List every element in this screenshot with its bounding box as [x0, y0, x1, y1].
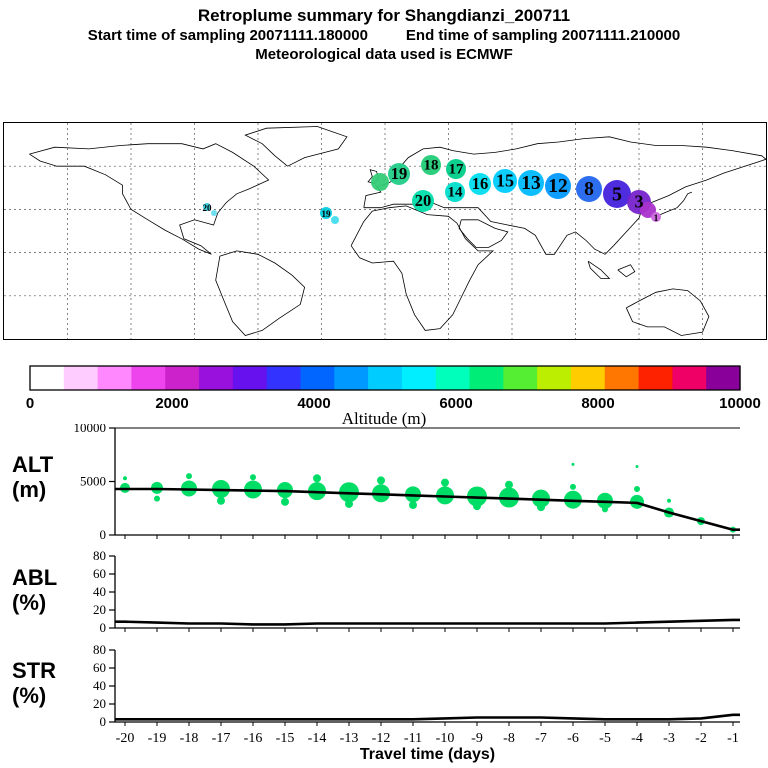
- svg-text:13: 13: [521, 173, 541, 194]
- abl-label-line1: ABL: [12, 565, 58, 590]
- svg-text:12: 12: [548, 176, 568, 197]
- svg-text:19: 19: [322, 209, 332, 219]
- svg-text:80: 80: [93, 548, 106, 563]
- svg-text:8: 8: [584, 179, 594, 200]
- met-data-label: Meteorological data used is ECMWF: [255, 46, 513, 63]
- svg-text:-20: -20: [116, 731, 135, 746]
- str-label-line1: STR: [12, 658, 56, 683]
- svg-text:-9: -9: [471, 731, 483, 746]
- svg-text:-12: -12: [372, 731, 391, 746]
- svg-text:2000: 2000: [155, 395, 188, 412]
- svg-text:-13: -13: [340, 731, 359, 746]
- svg-text:80: 80: [93, 642, 106, 657]
- svg-text:8000: 8000: [581, 395, 614, 412]
- str-panel-label: STR (%): [12, 658, 56, 708]
- str-label-line2: (%): [12, 683, 47, 708]
- svg-text:5000: 5000: [80, 474, 106, 489]
- svg-text:-10: -10: [436, 731, 455, 746]
- world-map-panel: 58 12 13 3 15 16 19 20 14 17 18 19 1 20: [3, 122, 767, 340]
- alt-label-line2: (m): [12, 477, 47, 502]
- abl-label-line2: (%): [12, 590, 47, 615]
- svg-text:20: 20: [415, 191, 432, 210]
- svg-text:20: 20: [93, 602, 106, 617]
- svg-text:60: 60: [93, 660, 106, 675]
- svg-text:4000: 4000: [297, 395, 330, 412]
- svg-text:60: 60: [93, 566, 106, 581]
- svg-text:-15: -15: [276, 731, 295, 746]
- svg-text:20: 20: [93, 696, 106, 711]
- svg-text:1: 1: [654, 213, 659, 223]
- svg-text:5: 5: [612, 183, 622, 205]
- svg-text:40: 40: [93, 678, 106, 693]
- svg-text:-6: -6: [567, 731, 579, 746]
- svg-text:-3: -3: [663, 731, 675, 746]
- svg-text:0: 0: [26, 395, 34, 412]
- svg-text:40: 40: [93, 584, 106, 599]
- svg-text:14: 14: [448, 185, 464, 201]
- svg-text:-19: -19: [148, 731, 167, 746]
- svg-text:-5: -5: [599, 731, 611, 746]
- alt-label-line1: ALT: [12, 452, 54, 477]
- svg-text:0: 0: [100, 620, 107, 635]
- svg-text:-16: -16: [244, 731, 263, 746]
- abl-panel-label: ABL (%): [12, 565, 57, 615]
- svg-text:-1: -1: [727, 731, 739, 746]
- start-time-label: Start time of sampling 20071111.180000: [87, 27, 368, 44]
- svg-text:20: 20: [203, 203, 213, 213]
- svg-text:6000: 6000: [439, 395, 472, 412]
- svg-text:18: 18: [424, 158, 439, 174]
- colorbar-label: Altitude (m): [341, 409, 427, 428]
- svg-text:3: 3: [635, 191, 644, 211]
- svg-text:16: 16: [472, 174, 489, 193]
- figure-title: Retroplume summary for Shangdianzi_20071…: [197, 6, 571, 25]
- svg-text:-17: -17: [212, 731, 231, 746]
- svg-text:-18: -18: [180, 731, 199, 746]
- altitude-colorbar: 0 2000 4000 6000 8000 10000: [26, 365, 761, 412]
- svg-text:-4: -4: [631, 731, 643, 746]
- svg-text:-11: -11: [404, 731, 422, 746]
- svg-text:-8: -8: [503, 731, 515, 746]
- svg-text:17: 17: [449, 162, 465, 178]
- alt-panel-label: ALT (m): [12, 452, 53, 502]
- end-time-label: End time of sampling 20071111.210000: [405, 27, 681, 44]
- svg-text:-7: -7: [535, 731, 547, 746]
- svg-text:0: 0: [100, 714, 107, 729]
- x-axis-label: Travel time (days): [359, 746, 496, 763]
- svg-text:15: 15: [496, 170, 514, 190]
- timeseries-panels: 0 5000 10000 0 20 40 60 80 0 20 40 60 80 -20 -19 -18 -17…: [74, 424, 740, 746]
- svg-text:-14: -14: [308, 731, 327, 746]
- sampling-times-line: Start time of sampling 20071111.180000 En…: [0, 27, 768, 44]
- svg-text:19: 19: [391, 164, 408, 183]
- svg-text:10000: 10000: [74, 424, 107, 435]
- svg-text:-2: -2: [695, 731, 707, 746]
- svg-text:10000: 10000: [719, 395, 761, 412]
- svg-text:0: 0: [100, 527, 107, 542]
